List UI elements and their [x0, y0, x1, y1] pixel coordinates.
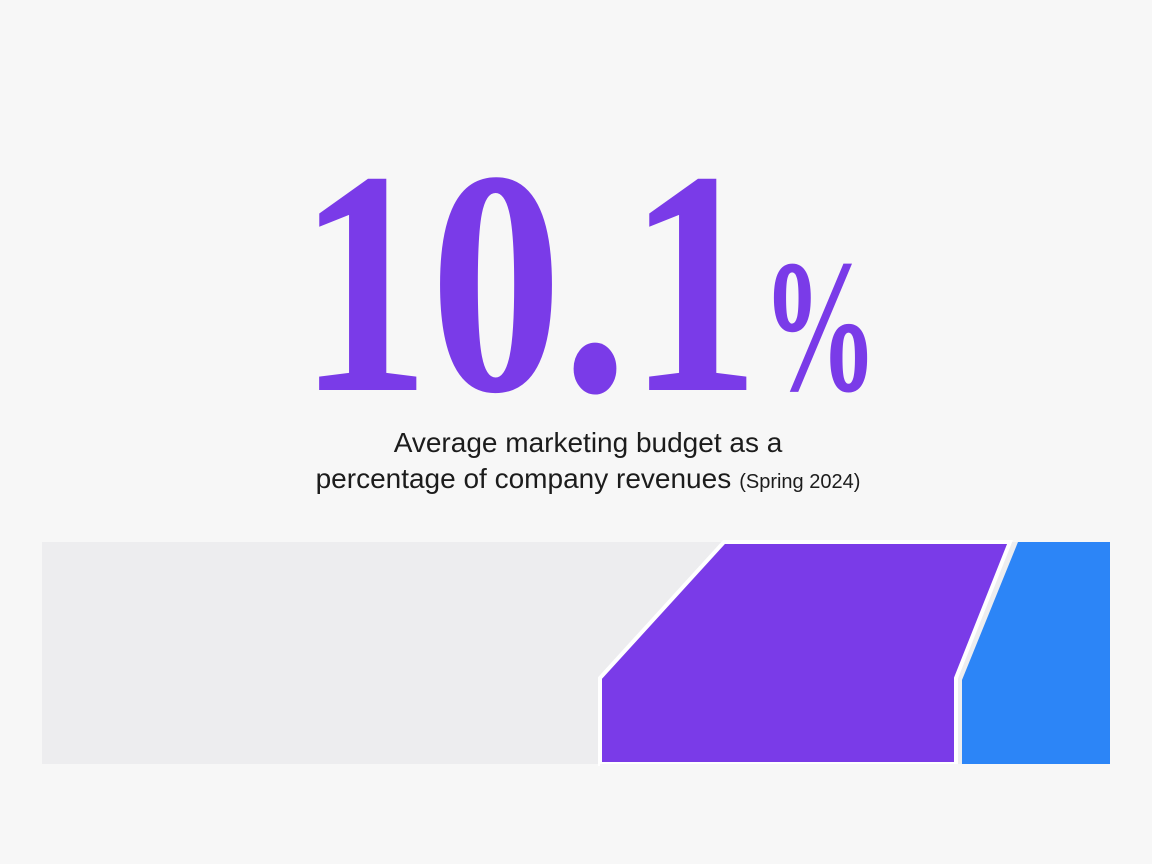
caption-note: (Spring 2024) — [739, 471, 860, 493]
band-base — [600, 764, 1112, 770]
stat-unit: % — [762, 222, 878, 432]
caption-text: percentage of company revenues — [316, 463, 732, 494]
band-blue — [962, 542, 1110, 764]
caption-line: Average marketing budget as a — [394, 427, 783, 458]
stat-value: 10.1 — [298, 106, 760, 460]
caption-line: percentage of company revenues (Spring 20… — [316, 463, 861, 494]
